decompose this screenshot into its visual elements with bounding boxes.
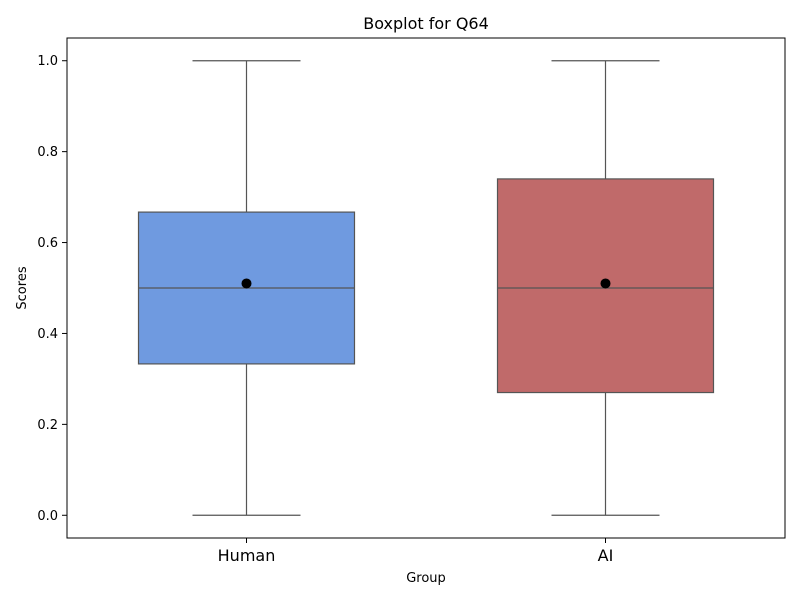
x-axis: Human AI bbox=[218, 538, 614, 565]
chart-title: Boxplot for Q64 bbox=[363, 14, 489, 33]
y-tick-label: 0.8 bbox=[37, 145, 58, 160]
y-tick-label: 0.0 bbox=[37, 509, 58, 524]
x-axis-label: Group bbox=[406, 571, 446, 586]
plot-frame bbox=[66, 37, 786, 539]
y-tick-label: 0.2 bbox=[37, 418, 58, 433]
y-tick-label: 0.4 bbox=[37, 327, 58, 342]
y-tick-label: 1.0 bbox=[37, 54, 58, 69]
y-axis-label: Scores bbox=[15, 266, 30, 309]
mean-marker-human bbox=[241, 278, 252, 289]
box-group-human bbox=[137, 60, 356, 516]
y-axis: 0.0 0.2 0.4 0.6 0.8 1.0 bbox=[37, 54, 67, 524]
box-group-ai bbox=[496, 60, 715, 516]
plot-marks bbox=[137, 60, 715, 516]
y-tick-label: 0.6 bbox=[37, 236, 58, 251]
x-tick-label: Human bbox=[218, 546, 276, 565]
x-tick-label: AI bbox=[598, 546, 614, 565]
mean-marker-ai bbox=[600, 278, 611, 289]
